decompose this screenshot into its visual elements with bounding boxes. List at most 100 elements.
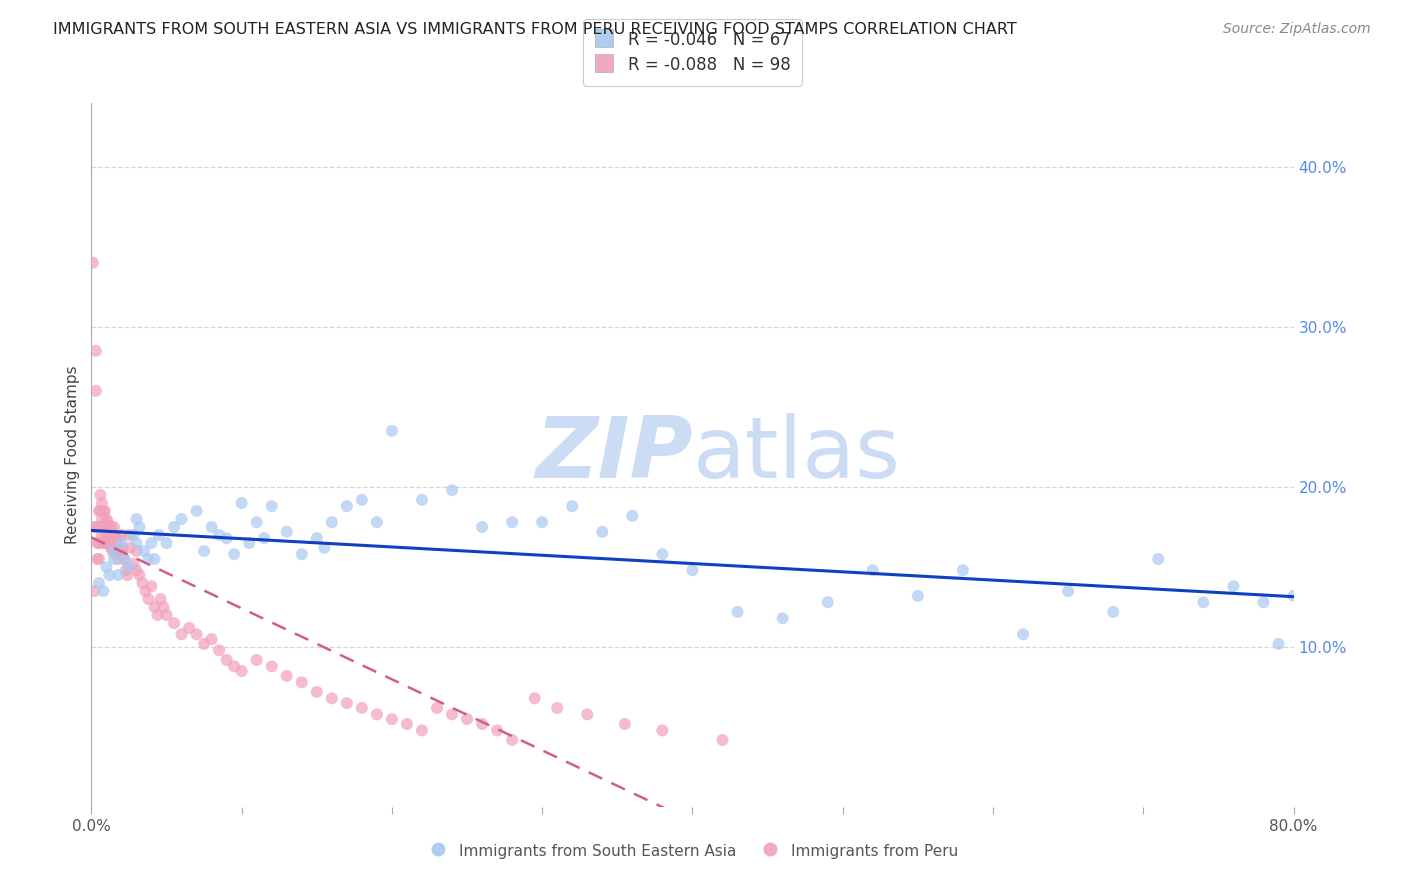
Point — [486, 723, 509, 738]
Point — [94, 520, 117, 534]
Point — [128, 520, 150, 534]
Text: Source: ZipAtlas.com: Source: ZipAtlas.com — [1223, 22, 1371, 37]
Point — [125, 544, 148, 558]
Point — [87, 536, 110, 550]
Point — [128, 568, 150, 582]
Point — [111, 541, 134, 555]
Point — [305, 531, 328, 545]
Point — [366, 707, 388, 722]
Point — [260, 659, 283, 673]
Point — [291, 675, 314, 690]
Point — [104, 547, 127, 561]
Point — [97, 515, 120, 529]
Point — [1057, 584, 1080, 599]
Point — [110, 547, 132, 561]
Point — [177, 621, 200, 635]
Point — [1222, 579, 1244, 593]
Point — [1102, 605, 1125, 619]
Point — [104, 528, 127, 542]
Point — [117, 568, 139, 582]
Point — [193, 637, 215, 651]
Point — [125, 536, 148, 550]
Point — [138, 592, 160, 607]
Point — [87, 552, 110, 566]
Point — [141, 536, 163, 550]
Point — [350, 701, 373, 715]
Point — [155, 608, 177, 623]
Point — [148, 528, 170, 542]
Point — [246, 653, 269, 667]
Text: IMMIGRANTS FROM SOUTH EASTERN ASIA VS IMMIGRANTS FROM PERU RECEIVING FOOD STAMPS: IMMIGRANTS FROM SOUTH EASTERN ASIA VS IM… — [53, 22, 1017, 37]
Point — [561, 499, 583, 513]
Point — [260, 499, 283, 513]
Point — [1282, 589, 1305, 603]
Point — [336, 696, 359, 710]
Point — [772, 611, 794, 625]
Point — [143, 552, 166, 566]
Point — [681, 563, 703, 577]
Point — [523, 691, 546, 706]
Point — [231, 496, 253, 510]
Point — [163, 616, 186, 631]
Point — [471, 520, 494, 534]
Point — [531, 515, 554, 529]
Point — [105, 531, 128, 545]
Point — [108, 544, 131, 558]
Point — [201, 632, 224, 646]
Point — [101, 544, 124, 558]
Point — [86, 552, 108, 566]
Point — [94, 504, 117, 518]
Point — [591, 524, 613, 539]
Point — [90, 512, 112, 526]
Point — [86, 520, 108, 534]
Point — [120, 541, 142, 555]
Point — [110, 536, 132, 550]
Point — [86, 536, 108, 550]
Point — [149, 592, 172, 607]
Point — [381, 424, 404, 438]
Point — [1192, 595, 1215, 609]
Point — [141, 579, 163, 593]
Point — [253, 531, 276, 545]
Point — [314, 541, 336, 555]
Point — [238, 536, 260, 550]
Point — [155, 536, 177, 550]
Point — [125, 563, 148, 577]
Point — [101, 528, 124, 542]
Point — [122, 528, 145, 542]
Point — [501, 733, 523, 747]
Point — [107, 552, 129, 566]
Point — [90, 528, 112, 542]
Point — [100, 541, 122, 555]
Point — [103, 541, 125, 555]
Point — [93, 504, 115, 518]
Point — [110, 528, 132, 542]
Point — [186, 627, 208, 641]
Point — [93, 536, 115, 550]
Point — [621, 508, 644, 523]
Point — [276, 524, 298, 539]
Point — [456, 712, 478, 726]
Point — [98, 536, 121, 550]
Point — [907, 589, 929, 603]
Point — [1012, 627, 1035, 641]
Point — [411, 723, 433, 738]
Point — [246, 515, 269, 529]
Point — [138, 552, 160, 566]
Point — [381, 712, 404, 726]
Point — [1147, 552, 1170, 566]
Point — [727, 605, 749, 619]
Point — [93, 520, 115, 534]
Point — [132, 544, 155, 558]
Point — [305, 685, 328, 699]
Point — [146, 608, 169, 623]
Point — [115, 563, 138, 577]
Point — [651, 547, 673, 561]
Point — [440, 707, 463, 722]
Point — [131, 576, 153, 591]
Point — [193, 544, 215, 558]
Point — [152, 600, 174, 615]
Point — [83, 520, 105, 534]
Point — [321, 515, 343, 529]
Point — [1253, 595, 1275, 609]
